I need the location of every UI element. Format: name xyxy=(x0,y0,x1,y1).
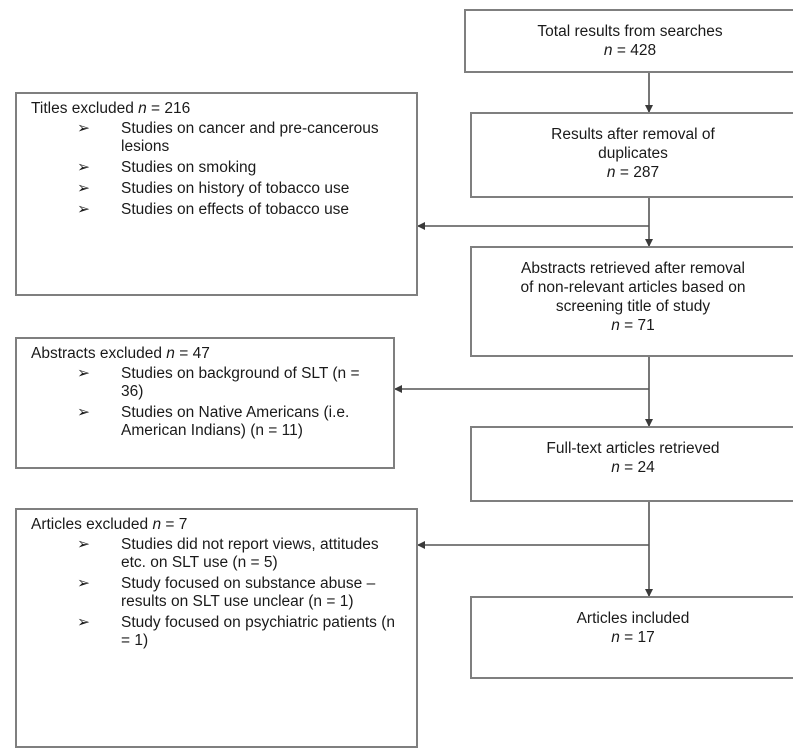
list-item: ➢ Study focused on psychiatric patients (… xyxy=(77,614,395,649)
abstracts-excluded-list: ➢ Studies on background of SLT (n = 36) ➢… xyxy=(31,365,383,440)
abstracts-label-line-1: Abstracts retrieved after removal xyxy=(521,260,745,277)
abstracts-label-line-3: screening title of study xyxy=(555,298,711,315)
bullet-arrow-icon: ➢ xyxy=(77,404,90,421)
list-item: ➢ Studies on cancer and pre-cancerous les… xyxy=(77,120,379,155)
total-results-n: n = 428 xyxy=(603,42,657,59)
abstracts-excluded-heading: Abstracts excluded n = 47 xyxy=(31,345,210,362)
total-results-box: Total results from searches n = 428 xyxy=(464,9,793,73)
fulltext-retrieved-box: Full-text articles retrieved n = 24 xyxy=(470,426,793,502)
titles-excluded-box: Titles excluded n = 216 ➢ Studies on canc… xyxy=(15,92,418,296)
titles-excluded-heading: Titles excluded n = 216 xyxy=(31,100,191,117)
bullet-arrow-icon: ➢ xyxy=(77,120,90,137)
abstracts-retrieved-n: n = 71 xyxy=(611,317,655,334)
abstracts-retrieved-box: Abstracts retrieved after removal of non… xyxy=(470,246,793,357)
bullet-arrow-icon: ➢ xyxy=(77,159,90,176)
included-label: Articles included xyxy=(576,610,690,627)
bullet-arrow-icon: ➢ xyxy=(77,180,90,197)
abstracts-excluded-box: Abstracts excluded n = 47 ➢ Studies on ba… xyxy=(15,337,395,469)
fulltext-retrieved-n: n = 24 xyxy=(611,459,655,476)
articles-included-box: Articles included n = 17 xyxy=(470,596,793,679)
list-item: ➢ Studies did not report views, attitudes… xyxy=(77,536,379,571)
bullet-arrow-icon: ➢ xyxy=(77,365,90,382)
abstracts-label-line-2: of non-relevant articles based on xyxy=(520,279,746,296)
dedup-label-line-1: Results after removal of xyxy=(551,126,715,143)
articles-included-n: n = 17 xyxy=(611,629,655,646)
list-item: ➢ Studies on effects of tobacco use xyxy=(77,201,350,218)
list-item: ➢ Studies on smoking xyxy=(77,159,257,176)
bullet-arrow-icon: ➢ xyxy=(77,575,90,592)
dedup-results-n: n = 287 xyxy=(606,164,660,181)
articles-excluded-list: ➢ Studies did not report views, attitudes… xyxy=(31,536,406,650)
list-item: ➢ Studies on background of SLT (n = 36) xyxy=(77,365,360,400)
articles-excluded-heading: Articles excluded n = 7 xyxy=(31,516,188,533)
list-item: ➢ Study focused on substance abuse – resu… xyxy=(77,575,376,610)
bullet-arrow-icon: ➢ xyxy=(77,536,90,553)
list-item: ➢ Studies on history of tobacco use xyxy=(77,180,350,197)
dedup-results-box: Results after removal of duplicates n = … xyxy=(470,112,793,198)
fulltext-label: Full-text articles retrieved xyxy=(546,440,720,457)
articles-excluded-box: Articles excluded n = 7 ➢ Studies did not… xyxy=(15,508,418,748)
total-results-label: Total results from searches xyxy=(537,23,723,40)
titles-excluded-list: ➢ Studies on cancer and pre-cancerous les… xyxy=(31,120,406,219)
list-item: ➢ Studies on Native Americans (i.e. Ameri… xyxy=(77,404,350,439)
dedup-label-line-2: duplicates xyxy=(598,145,668,162)
bullet-arrow-icon: ➢ xyxy=(77,614,90,631)
bullet-arrow-icon: ➢ xyxy=(77,201,90,218)
